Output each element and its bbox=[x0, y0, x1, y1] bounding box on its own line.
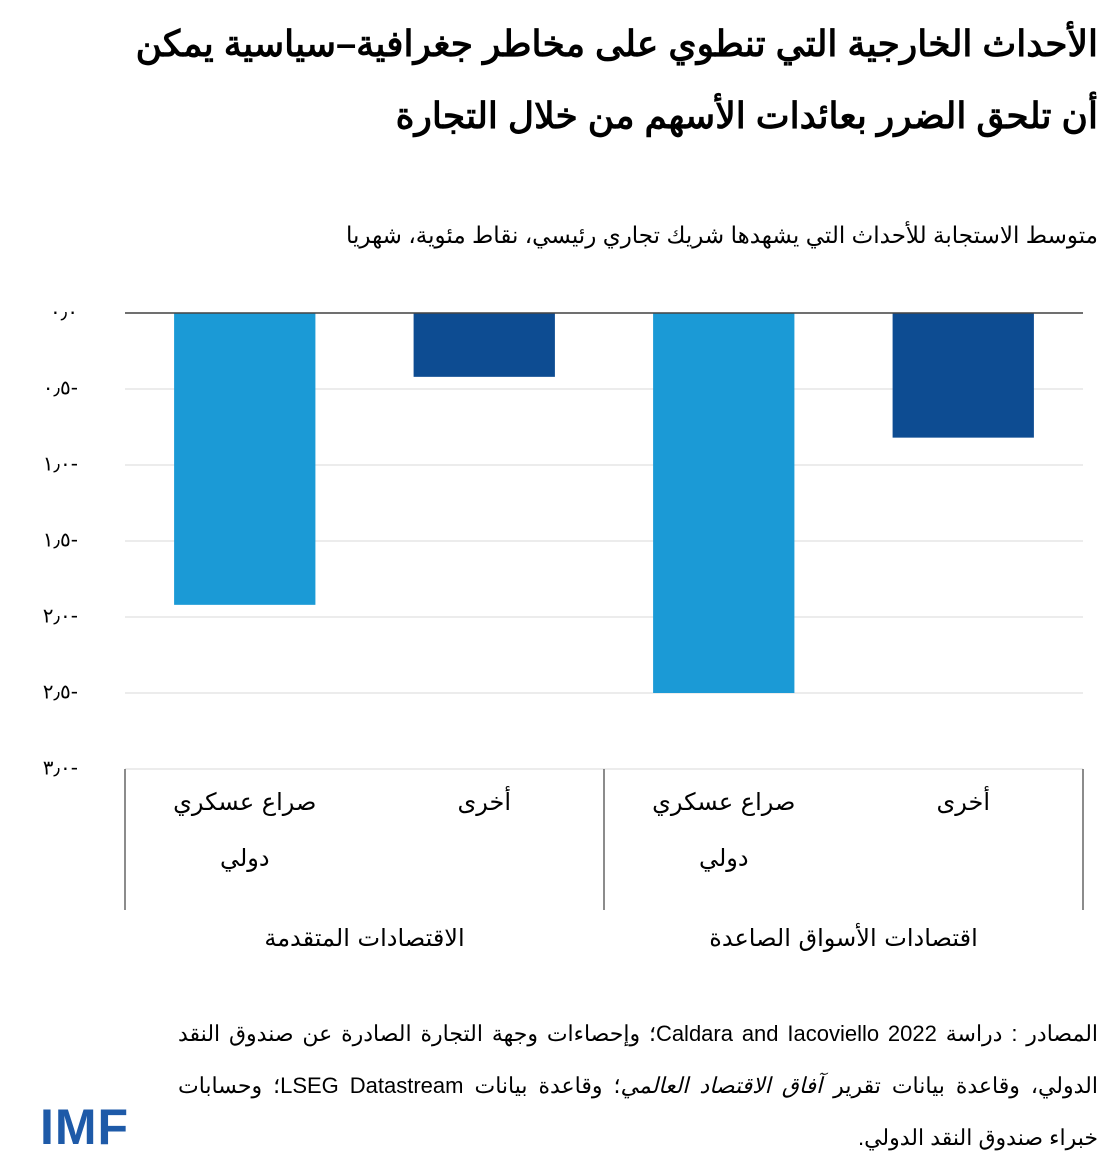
x-tick-label: صراع عسكري دولي bbox=[173, 788, 317, 872]
y-tick-label: ٣٫٠- bbox=[43, 756, 78, 780]
source-text: المصادر : دراسة Caldara and Iacoviello 2… bbox=[178, 1021, 1099, 1098]
y-tick-label: ٠٫٠ bbox=[50, 300, 78, 324]
source-note: المصادر : دراسة Caldara and Iacoviello 2… bbox=[178, 1008, 1098, 1164]
source-italic: آفاق الاقتصاد العالمي bbox=[620, 1073, 823, 1098]
bar bbox=[174, 313, 316, 605]
bar bbox=[653, 313, 795, 693]
y-tick-label: ١٫٥- bbox=[43, 528, 78, 552]
logo: IMF bbox=[40, 1099, 130, 1155]
group-label: الاقتصادات المتقدمة bbox=[264, 924, 465, 952]
group-label: اقتصادات الأسواق الصاعدة bbox=[709, 924, 978, 952]
bar bbox=[413, 313, 555, 377]
y-tick-label: ٠٫٥- bbox=[43, 376, 78, 400]
bar bbox=[892, 313, 1034, 438]
x-tick-label: صراع عسكري دولي bbox=[652, 788, 796, 872]
y-tick-label: ١٫٠- bbox=[43, 452, 78, 476]
y-tick-label: ٢٫٥- bbox=[43, 680, 78, 704]
x-tick-label: أخرى bbox=[457, 788, 512, 816]
y-tick-label: ٢٫٠- bbox=[43, 604, 78, 628]
chart-title: الأحداث الخارجية التي تنطوي على مخاطر جغ… bbox=[135, 23, 1098, 136]
x-tick-label: أخرى bbox=[936, 788, 991, 816]
chart: ٠٫٠ ٠٫٥- ١٫٠- ١٫٥- ٢٫٠- ٢٫٥- ٣٫٠- bbox=[43, 300, 1084, 910]
source-text: ؛ وقاعدة بيانات LSEG Datastream؛ وحسابات… bbox=[178, 1073, 1098, 1150]
chart-subtitle: متوسط الاستجابة للأحداث التي يشهدها شريك… bbox=[345, 222, 1098, 248]
